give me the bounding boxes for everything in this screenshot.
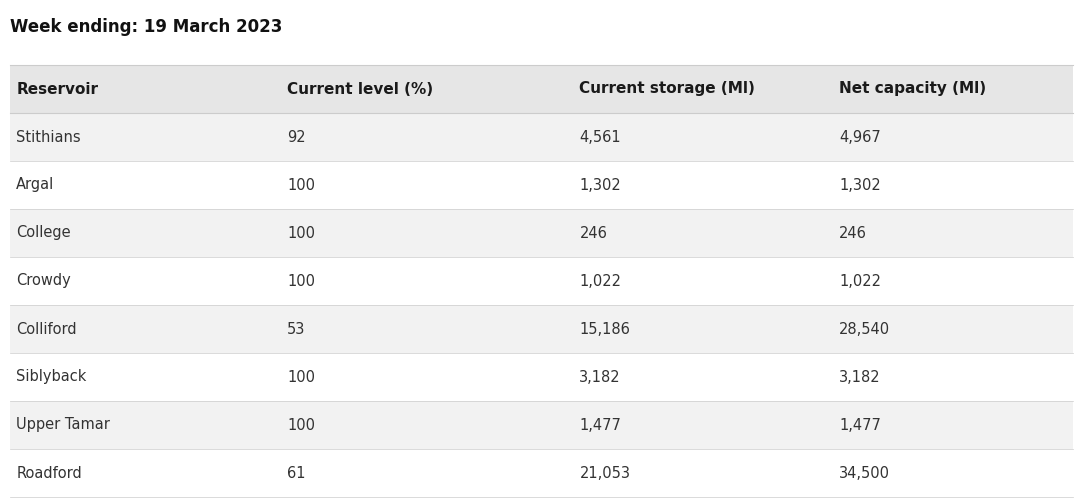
Text: 21,053: 21,053	[579, 466, 630, 480]
Text: 15,186: 15,186	[579, 322, 630, 337]
Bar	[10, 161, 1073, 209]
Text: 4,561: 4,561	[579, 130, 621, 145]
Bar	[10, 113, 1073, 161]
Text: Net capacity (Ml): Net capacity (Ml)	[839, 82, 987, 96]
Text: 4,967: 4,967	[839, 130, 882, 145]
Text: 28,540: 28,540	[839, 322, 890, 337]
Text: 53: 53	[287, 322, 305, 337]
Text: 100: 100	[287, 274, 315, 288]
Text: Current level (%): Current level (%)	[287, 82, 433, 96]
Text: 1,477: 1,477	[839, 417, 882, 432]
Text: 246: 246	[839, 225, 867, 240]
Text: 1,302: 1,302	[839, 177, 882, 193]
Text: Stithians: Stithians	[16, 130, 81, 145]
Text: 100: 100	[287, 417, 315, 432]
Bar	[10, 353, 1073, 401]
Text: Reservoir: Reservoir	[16, 82, 99, 96]
Text: 1,022: 1,022	[579, 274, 622, 288]
Bar	[10, 257, 1073, 305]
Text: 246: 246	[579, 225, 608, 240]
Bar	[10, 449, 1073, 497]
Text: Siblyback: Siblyback	[16, 369, 87, 385]
Text: College: College	[16, 225, 70, 240]
Bar	[10, 65, 1073, 113]
Bar	[10, 305, 1073, 353]
Text: Colliford: Colliford	[16, 322, 77, 337]
Text: Current storage (Ml): Current storage (Ml)	[579, 82, 755, 96]
Bar	[10, 209, 1073, 257]
Text: 3,182: 3,182	[579, 369, 621, 385]
Text: Argal: Argal	[16, 177, 54, 193]
Text: 92: 92	[287, 130, 305, 145]
Text: Upper Tamar: Upper Tamar	[16, 417, 110, 432]
Text: 100: 100	[287, 369, 315, 385]
Text: 1,477: 1,477	[579, 417, 622, 432]
Text: 100: 100	[287, 225, 315, 240]
Text: 61: 61	[287, 466, 305, 480]
Text: 1,302: 1,302	[579, 177, 622, 193]
Text: Week ending: 19 March 2023: Week ending: 19 March 2023	[10, 18, 283, 36]
Text: 34,500: 34,500	[839, 466, 890, 480]
Text: 100: 100	[287, 177, 315, 193]
Text: 1,022: 1,022	[839, 274, 882, 288]
Bar	[10, 401, 1073, 449]
Text: Crowdy: Crowdy	[16, 274, 71, 288]
Text: Roadford: Roadford	[16, 466, 82, 480]
Text: 3,182: 3,182	[839, 369, 880, 385]
